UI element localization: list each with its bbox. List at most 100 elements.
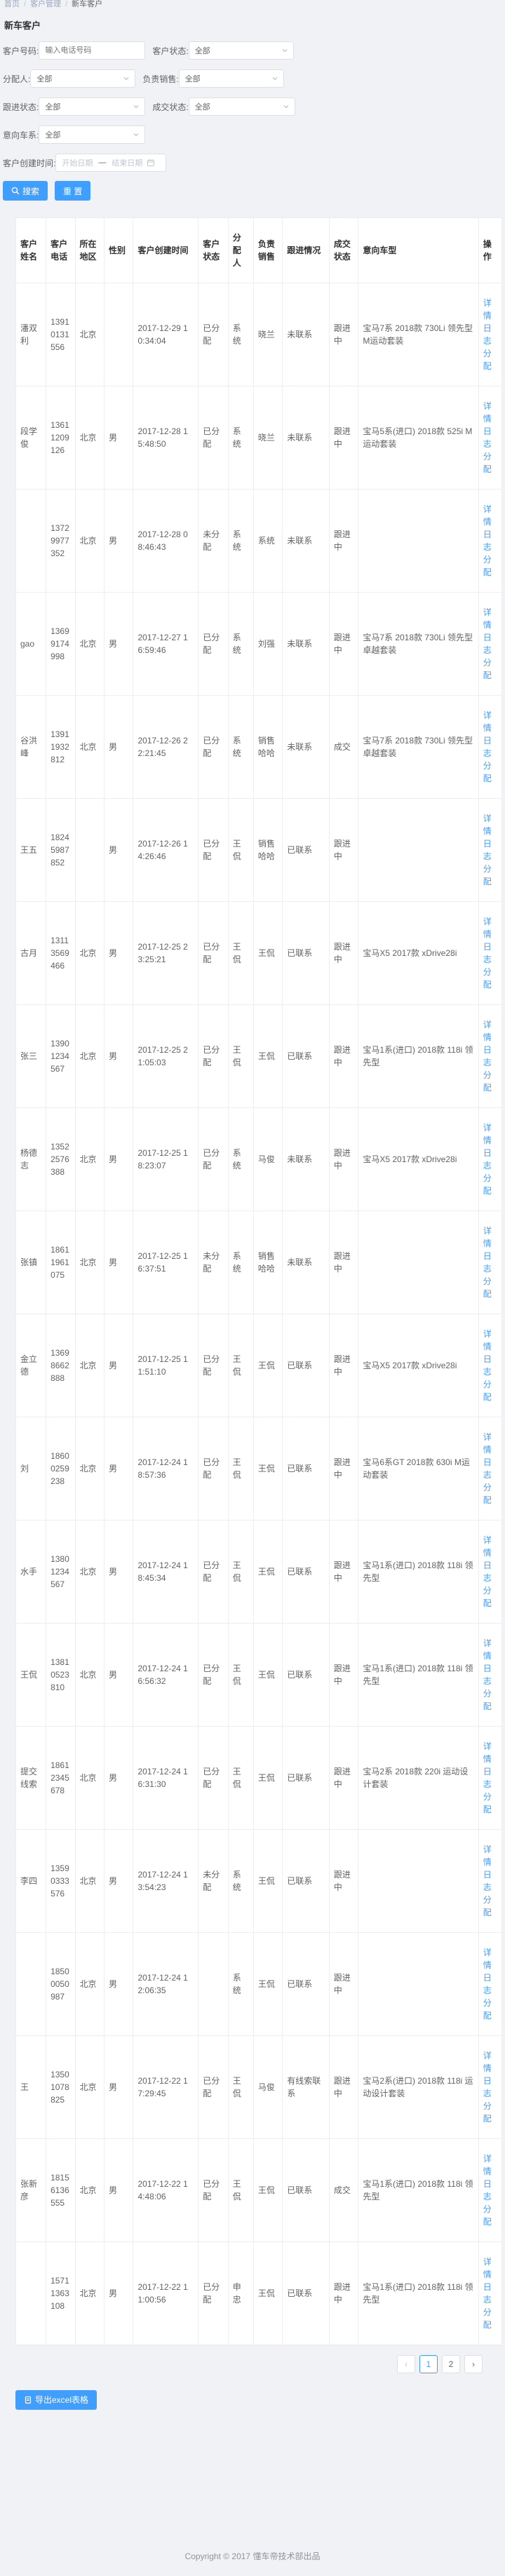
assign-link[interactable]: 分配 bbox=[483, 657, 492, 680]
sales-select[interactable]: 全部 bbox=[178, 69, 284, 88]
cell-gender: 男 bbox=[104, 1004, 134, 1108]
assign-link[interactable]: 分配 bbox=[483, 1791, 492, 1814]
cell-follow-up: 已联系 bbox=[282, 1623, 330, 1727]
log-link[interactable]: 日志 bbox=[483, 941, 492, 964]
detail-link[interactable]: 详情 bbox=[483, 1431, 492, 1455]
assign-link[interactable]: 分配 bbox=[483, 760, 492, 783]
detail-link[interactable]: 详情 bbox=[483, 297, 492, 321]
assign-link[interactable]: 分配 bbox=[483, 1173, 492, 1196]
assignee-select[interactable]: 全部 bbox=[30, 69, 136, 88]
detail-link[interactable]: 详情 bbox=[483, 1328, 492, 1351]
assign-link[interactable]: 分配 bbox=[483, 1070, 492, 1093]
log-link[interactable]: 日志 bbox=[483, 1457, 492, 1480]
cell-customer-phone: 13698662888 bbox=[46, 1314, 76, 1417]
log-link[interactable]: 日志 bbox=[483, 1044, 492, 1067]
cell-deal-status: 跟进中 bbox=[329, 901, 359, 1005]
follow-select[interactable]: 全部 bbox=[39, 97, 146, 116]
next-page-button[interactable]: › bbox=[464, 2354, 483, 2373]
chevron-down-icon bbox=[272, 77, 278, 81]
detail-link[interactable]: 详情 bbox=[483, 400, 492, 424]
log-link[interactable]: 日志 bbox=[483, 2281, 492, 2305]
detail-link[interactable]: 详情 bbox=[483, 2050, 492, 2073]
assign-link[interactable]: 分配 bbox=[483, 1585, 492, 1608]
page-button-1[interactable]: 1 bbox=[419, 2354, 438, 2373]
log-link[interactable]: 日志 bbox=[483, 1869, 492, 1892]
log-link[interactable]: 日志 bbox=[483, 529, 492, 552]
assign-link[interactable]: 分配 bbox=[483, 554, 492, 577]
log-link[interactable]: 日志 bbox=[483, 838, 492, 861]
log-link[interactable]: 日志 bbox=[483, 1354, 492, 1377]
detail-link[interactable]: 详情 bbox=[483, 504, 492, 527]
detail-link[interactable]: 详情 bbox=[483, 916, 492, 939]
detail-link[interactable]: 详情 bbox=[483, 1225, 492, 1248]
model-select[interactable]: 全部 bbox=[39, 126, 146, 144]
detail-link[interactable]: 详情 bbox=[483, 1741, 492, 1764]
search-button[interactable]: 搜索 bbox=[3, 181, 48, 201]
chevron-down-icon bbox=[282, 49, 288, 53]
detail-link[interactable]: 详情 bbox=[483, 2153, 492, 2176]
page-button-2[interactable]: 2 bbox=[442, 2354, 460, 2373]
detail-link[interactable]: 详情 bbox=[483, 1947, 492, 1970]
assign-link[interactable]: 分配 bbox=[483, 863, 492, 886]
log-link[interactable]: 日志 bbox=[483, 1766, 492, 1789]
reset-button[interactable]: 重 置 bbox=[55, 181, 91, 201]
status-select[interactable]: 全部 bbox=[188, 41, 294, 60]
cell-customer-name bbox=[16, 2241, 47, 2345]
log-link[interactable]: 日志 bbox=[483, 1560, 492, 1583]
cell-gender: 男 bbox=[104, 489, 134, 593]
log-link[interactable]: 日志 bbox=[483, 2075, 492, 2098]
detail-link[interactable]: 详情 bbox=[483, 1844, 492, 1867]
cell-customer-phone: 18156136555 bbox=[46, 2138, 76, 2242]
cell-customer-status: 已分配 bbox=[198, 1004, 229, 1108]
cell-customer-phone: 18245987852 bbox=[46, 798, 76, 902]
assign-link[interactable]: 分配 bbox=[483, 1276, 492, 1299]
log-link[interactable]: 日志 bbox=[483, 426, 492, 449]
breadcrumb-customer-management[interactable]: 客户管理 bbox=[30, 0, 62, 8]
detail-link[interactable]: 详情 bbox=[483, 1535, 492, 1558]
header-region: 所在地区 bbox=[75, 218, 105, 283]
detail-link[interactable]: 详情 bbox=[483, 1019, 492, 1042]
start-date-placeholder[interactable]: 开始日期 bbox=[62, 159, 93, 168]
detail-link[interactable]: 详情 bbox=[483, 1122, 492, 1145]
table-row: 金立德 13698662888 北京男 2017-12-25 11:51:10 已分配王… bbox=[16, 1314, 501, 1417]
assign-link[interactable]: 分配 bbox=[483, 2204, 492, 2227]
cell-follow-up: 已联系 bbox=[282, 798, 330, 902]
cell-customer-status: 未分配 bbox=[198, 1829, 229, 1933]
log-link[interactable]: 日志 bbox=[483, 323, 492, 346]
cell-actions: 详情 日志 分配 bbox=[478, 1417, 501, 1520]
assign-link[interactable]: 分配 bbox=[483, 966, 492, 990]
assign-link[interactable]: 分配 bbox=[483, 1997, 492, 2021]
assign-link[interactable]: 分配 bbox=[483, 2307, 492, 2330]
assign-link[interactable]: 分配 bbox=[483, 1379, 492, 1402]
log-link[interactable]: 日志 bbox=[483, 1250, 492, 1274]
detail-link[interactable]: 详情 bbox=[483, 2256, 492, 2279]
log-link[interactable]: 日志 bbox=[483, 1972, 492, 1995]
deal-select[interactable]: 全部 bbox=[188, 97, 295, 116]
assign-link[interactable]: 分配 bbox=[483, 1894, 492, 1917]
date-range-picker[interactable]: 开始日期 — 结束日期 bbox=[55, 154, 167, 172]
assign-link[interactable]: 分配 bbox=[483, 451, 492, 474]
end-date-placeholder[interactable]: 结束日期 bbox=[112, 159, 143, 168]
cell-assigner: 系统 bbox=[228, 386, 254, 490]
detail-link[interactable]: 详情 bbox=[483, 1638, 492, 1661]
assign-link[interactable]: 分配 bbox=[483, 1482, 492, 1505]
detail-link[interactable]: 详情 bbox=[483, 710, 492, 733]
log-link[interactable]: 日志 bbox=[483, 1663, 492, 1686]
assign-link[interactable]: 分配 bbox=[483, 2100, 492, 2124]
status-label: 客户状态: bbox=[152, 46, 189, 56]
log-link[interactable]: 日志 bbox=[483, 2178, 492, 2201]
assign-link[interactable]: 分配 bbox=[483, 348, 492, 371]
log-link[interactable]: 日志 bbox=[483, 1147, 492, 1171]
prev-page-button[interactable]: ‹ bbox=[397, 2354, 415, 2373]
assign-link[interactable]: 分配 bbox=[483, 1688, 492, 1711]
log-link[interactable]: 日志 bbox=[483, 632, 492, 655]
cell-region: 北京 bbox=[75, 489, 105, 593]
export-excel-button[interactable]: 导出excel表格 bbox=[15, 2389, 97, 2410]
log-link[interactable]: 日志 bbox=[483, 735, 492, 758]
detail-link[interactable]: 详情 bbox=[483, 813, 492, 836]
cell-follow-up: 已联系 bbox=[282, 1520, 330, 1624]
detail-link[interactable]: 详情 bbox=[483, 607, 492, 630]
phone-input[interactable] bbox=[39, 41, 146, 60]
cell-follow-up: 未联系 bbox=[282, 489, 330, 593]
breadcrumb-home[interactable]: 首页 bbox=[4, 0, 20, 8]
